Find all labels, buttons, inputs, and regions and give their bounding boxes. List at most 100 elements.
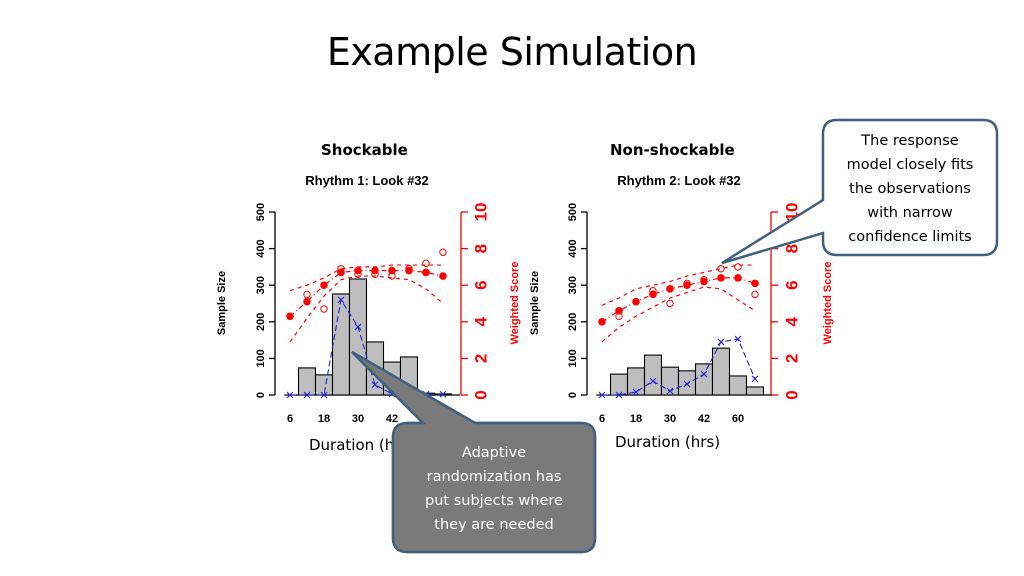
model-estimate-point xyxy=(734,274,742,282)
allocation-marker xyxy=(632,388,640,396)
y-tick-label: 100 xyxy=(255,349,267,367)
y-tick-label: 300 xyxy=(255,276,267,294)
y2-tick-label: 4 xyxy=(782,317,801,327)
confidence-limit-line xyxy=(601,264,755,306)
callout-adaptive-line: they are needed xyxy=(434,517,554,533)
x-tick-label: 30 xyxy=(664,413,676,425)
y-tick-label: 0 xyxy=(255,392,267,398)
chart-rhythm-2: Rhythm 2: Look #320100200300400500Sample… xyxy=(529,173,834,425)
model-estimate-point xyxy=(683,281,691,290)
allocation-marker xyxy=(615,391,623,399)
y2-axis-label: Weighted Score xyxy=(509,262,521,345)
allocation-marker xyxy=(734,335,742,343)
callout-model-fit-line: model closely fits xyxy=(846,157,974,173)
allocation-marker xyxy=(286,391,294,399)
allocation-marker xyxy=(751,375,759,383)
model-estimate-point xyxy=(632,297,640,306)
y2-tick-label: 6 xyxy=(471,280,490,289)
model-estimate-point xyxy=(388,266,396,275)
y2-tick-label: 0 xyxy=(782,390,801,399)
allocation-marker xyxy=(717,338,725,346)
observed-point xyxy=(666,299,674,308)
callout-model-fit-line: confidence limits xyxy=(848,229,972,245)
y2-tick-label: 4 xyxy=(471,317,490,327)
x-tick-label: 60 xyxy=(732,413,744,425)
y2-tick-label: 2 xyxy=(471,354,490,363)
y-tick-label: 400 xyxy=(255,239,267,257)
confidence-limit-line xyxy=(601,286,756,343)
observed-point xyxy=(303,290,311,299)
x-tick-label: 6 xyxy=(287,413,293,425)
allocation-marker xyxy=(598,391,606,399)
allocation-marker xyxy=(354,323,362,331)
allocation-marker xyxy=(303,391,311,399)
allocation-marker xyxy=(320,391,328,399)
y2-tick-label: 8 xyxy=(471,244,490,253)
model-estimate-point xyxy=(598,318,606,326)
callout-adaptive-line: randomization has xyxy=(426,469,562,485)
xaxis-title-non-shockable: Duration (hrs) xyxy=(615,433,721,451)
model-estimate-point xyxy=(320,281,328,290)
observed-point xyxy=(405,265,413,273)
y-tick-label: 200 xyxy=(255,313,267,331)
model-estimate-point xyxy=(286,312,294,321)
confidence-limit-line xyxy=(289,264,443,292)
model-estimate-point xyxy=(700,277,708,286)
observed-point xyxy=(320,305,328,313)
callout-adaptive-text: Adaptive randomization has put subjects … xyxy=(393,441,595,537)
callout-model-fit-line: the observations xyxy=(849,181,971,197)
observed-point xyxy=(354,270,362,278)
observed-point xyxy=(751,290,759,299)
x-tick-label: 42 xyxy=(386,413,398,425)
histogram-bar xyxy=(728,375,748,396)
y-tick-label: 400 xyxy=(567,239,579,257)
model-estimate-point xyxy=(303,297,311,306)
y-tick-label: 500 xyxy=(255,203,267,221)
observed-point xyxy=(615,312,623,321)
confidence-limit-line xyxy=(289,275,444,343)
model-estimate-point xyxy=(717,274,725,282)
y2-tick-label: 8 xyxy=(782,244,801,253)
allocation-marker xyxy=(439,390,447,398)
model-estimate-point xyxy=(439,272,447,280)
model-estimate-point xyxy=(751,279,759,288)
observed-point xyxy=(717,265,725,273)
callout-adaptive-line: Adaptive xyxy=(461,445,527,461)
y2-tick-label: 2 xyxy=(782,354,801,363)
x-tick-label: 18 xyxy=(630,413,642,425)
observed-point xyxy=(649,286,657,295)
x-tick-label: 42 xyxy=(698,413,710,425)
chart-title: Rhythm 1: Look #32 xyxy=(305,173,429,188)
observed-point xyxy=(439,248,447,256)
x-tick-label: 30 xyxy=(352,413,364,425)
observed-point xyxy=(371,270,379,278)
callout-model-fit-text: The response model closely fits the obse… xyxy=(823,129,997,249)
chart-title: Rhythm 2: Look #32 xyxy=(617,173,741,188)
y-tick-label: 0 xyxy=(567,392,579,398)
callout-model-fit-line: with narrow xyxy=(867,205,953,221)
panel-label-shockable: Shockable xyxy=(321,141,408,159)
y2-axis-label: Weighted Score xyxy=(822,262,834,345)
model-estimate-point xyxy=(615,307,623,315)
allocation-marker xyxy=(649,377,657,385)
observed-point xyxy=(683,279,691,288)
y-tick-label: 200 xyxy=(567,313,579,331)
histogram-bar xyxy=(348,278,368,396)
x-tick-label: 6 xyxy=(599,413,605,425)
observed-point xyxy=(422,259,430,267)
y-tick-label: 500 xyxy=(567,203,579,221)
observed-point xyxy=(700,276,708,284)
model-estimate-point xyxy=(405,266,413,275)
y2-tick-label: 6 xyxy=(782,280,801,289)
allocation-marker xyxy=(371,381,379,389)
model-estimate-point xyxy=(422,268,430,277)
allocation-marker xyxy=(683,380,691,388)
slide-title: Example Simulation xyxy=(326,30,698,74)
histogram-bar xyxy=(745,386,765,396)
callout-model-fit-line: The response xyxy=(861,133,959,149)
observed-point xyxy=(337,265,345,273)
y-axis-label: Sample Size xyxy=(216,271,228,335)
allocation-marker xyxy=(666,387,674,395)
y2-tick-label: 0 xyxy=(471,390,490,399)
